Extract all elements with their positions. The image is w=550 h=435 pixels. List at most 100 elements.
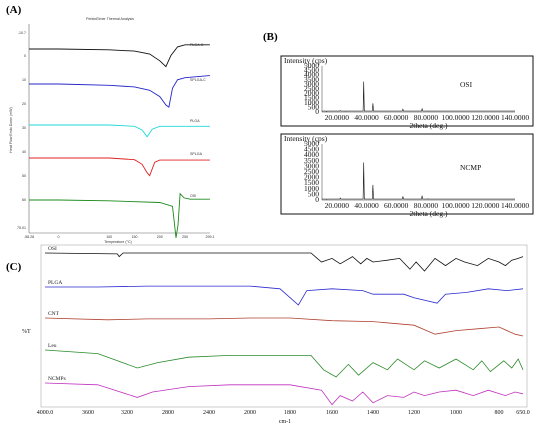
dsc-series-label: SPLGA: [190, 152, 203, 156]
xrd-x-tick: 60.0000: [384, 201, 409, 210]
xrd-xlabel: 2theta (deg.): [410, 121, 448, 130]
dsc-series-label: SPLGA-C: [190, 78, 206, 82]
dsc-series-splga-c: [29, 75, 210, 108]
ftir-series-label: OSI: [48, 246, 57, 252]
xrd-y-tick: 5000: [304, 61, 319, 70]
xrd-x-tick: 40.0000: [354, 113, 379, 122]
ftir-ylabel: %T: [22, 329, 31, 335]
dsc-x-tick: -58.28: [24, 235, 34, 239]
dsc-series-label: PLGA-C: [190, 43, 204, 47]
xrd-pattern-ncmp: [322, 162, 515, 200]
xrd-frame-ncmp: [280, 133, 534, 215]
xrd-y-tick: 3000: [304, 161, 319, 170]
ftir-series-osi: [44, 252, 524, 272]
xrd-y-tick: 1000: [304, 184, 319, 193]
ftir-series-plga: [45, 285, 524, 306]
ftir-x-tick: 3600: [82, 410, 94, 416]
ftir-x-tick: 800: [495, 410, 504, 416]
ftir-frame: [40, 244, 528, 408]
xrd-y-tick: 0: [315, 195, 319, 204]
dsc-series-label: OSI: [190, 194, 196, 198]
xrd-y-tick: 2000: [304, 173, 319, 182]
ftir-series-label: PLGA: [48, 280, 62, 286]
xrd-y-tick: 0: [315, 107, 319, 116]
dsc-title: PerkinElmer Thermal Analysis: [86, 17, 134, 21]
xrd-y-tick: 1500: [304, 178, 319, 187]
xrd-ylabel: Intensity (cps): [284, 134, 328, 143]
xrd-y-tick: 500: [308, 189, 320, 198]
dsc-y-tick: 10: [22, 78, 26, 82]
dsc-xlabel: Temperature (°C): [104, 240, 132, 244]
dsc-series-splga: [29, 157, 210, 177]
dsc-y-tick: -10.7: [18, 31, 26, 35]
ftir-x-tick: 2800: [162, 410, 174, 416]
ftir-x-tick: 650.0: [516, 410, 530, 416]
dsc-x-tick: 250: [182, 235, 188, 239]
ftir-x-tick: 1400: [367, 410, 379, 416]
ftir-series-label: NCMPs: [48, 376, 66, 382]
dsc-y-tick: 60: [22, 198, 26, 202]
ftir-x-tick: 4000.0: [37, 410, 54, 416]
xrd-x-tick: 20.0000: [325, 201, 350, 210]
xrd-x-tick: 100.0000: [442, 201, 470, 210]
xrd-x-tick: 60.0000: [384, 113, 409, 122]
dsc-y-tick: 75.01: [17, 226, 26, 230]
ftir-series-leu: [44, 349, 524, 378]
xrd-ylabel: Intensity (cps): [284, 56, 328, 65]
xrd-x-tick: 20.0000: [325, 113, 350, 122]
ftir-x-tick: 1000: [450, 410, 462, 416]
xrd-y-tick: 4500: [304, 145, 319, 154]
xrd-sample-name: NCMP: [460, 163, 481, 172]
xrd-pattern-osi: [322, 81, 515, 112]
dsc-x-tick: 100: [106, 235, 112, 239]
xrd-x-tick: 40.0000: [354, 201, 379, 210]
dsc-series-plga: [29, 124, 210, 138]
dsc-series-osi: [29, 192, 210, 238]
xrd-y-tick: 3500: [304, 156, 319, 165]
xrd-x-tick: 80.0000: [414, 113, 439, 122]
dsc-series-label: PLGA: [190, 119, 200, 123]
xrd-y-tick: 1000: [304, 98, 319, 107]
xrd-x-tick: 120.0000: [471, 113, 499, 122]
xrd-y-tick: 4000: [304, 150, 319, 159]
xrd-sample-name: OSI: [460, 80, 473, 89]
xrd-y-tick: 500: [308, 102, 320, 111]
ftir-series-ncmps: [44, 382, 524, 406]
dsc-series-plga-c: [29, 44, 210, 68]
xrd-y-tick: 4500: [304, 66, 319, 75]
ftir-x-tick: 2400: [203, 410, 215, 416]
dsc-y-tick: 20: [22, 102, 26, 106]
ftir-chart: %T cm-1 4000.0 3600 3200 2800 2400 2000 1800 16…: [22, 244, 530, 425]
ftir-series-cnt: [44, 317, 524, 337]
xrd-y-tick: 4000: [304, 70, 319, 79]
dsc-y-tick: 0: [24, 54, 26, 58]
xrd-y-tick: 2500: [304, 84, 319, 93]
ftir-x-tick: 1800: [284, 410, 296, 416]
dsc-ylabel: Heat Flow Endo Down (mW): [9, 107, 13, 153]
dsc-x-tick: 299.1: [206, 235, 215, 239]
xrd-y-tick: 2000: [304, 89, 319, 98]
xrd-x-tick: 100.0000: [442, 113, 470, 122]
dsc-chart: PerkinElmer Thermal Analysis Heat Flow E…: [9, 17, 215, 244]
ftir-series-label: Leu: [48, 343, 57, 349]
dsc-x-tick: 150: [132, 235, 138, 239]
dsc-y-tick: 30: [22, 126, 26, 130]
xrd-y-tick: 2500: [304, 167, 319, 176]
panel-c-label: (C): [6, 261, 22, 273]
xrd-y-tick: 5000: [304, 139, 319, 148]
ftir-series-label: CNT: [48, 311, 60, 317]
ftir-x-tick: 1600: [326, 410, 338, 416]
panel-b-label: (B): [263, 31, 278, 43]
xrd-frame-osi: [280, 55, 534, 127]
xrd-x-tick: 120.0000: [471, 201, 499, 210]
xrd-xlabel: 2theta (deg.): [410, 209, 448, 218]
ftir-x-tick: 1200: [408, 410, 420, 416]
ftir-x-tick: 2000: [244, 410, 256, 416]
dsc-x-tick: 200: [157, 235, 163, 239]
ftir-x-tick: 3200: [121, 410, 133, 416]
xrd-y-tick: 3000: [304, 79, 319, 88]
xrd-x-tick: 140.0000: [501, 201, 529, 210]
xrd-y-tick: 3500: [304, 75, 319, 84]
dsc-y-tick: 40: [22, 150, 26, 154]
